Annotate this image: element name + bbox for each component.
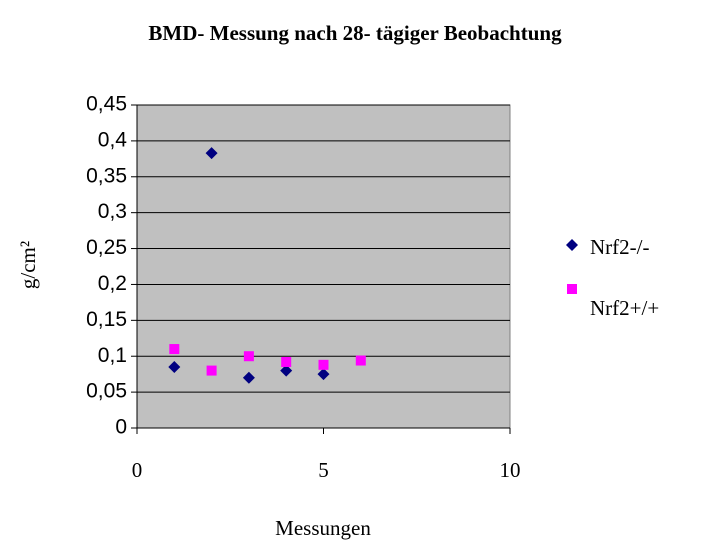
point [242,371,255,384]
y-tick-label: 0,4 [98,128,128,151]
point [205,147,218,160]
y-tick-label: 0,35 [86,164,127,187]
x-axis-label: Messungen [275,516,371,540]
y-tick-label: 0 [115,416,127,439]
y-tick-label: 0,3 [98,200,127,223]
y-tick-label: 0,45 [86,93,127,116]
x-tick-label: 0 [132,458,143,482]
point [317,368,330,381]
point [318,359,329,370]
point [206,365,217,376]
y-axis-label: g/cm² [16,241,40,289]
legend-marker [566,239,578,251]
y-tick-label: 0,1 [98,344,127,367]
chart-title: BMD- Messung nach 28- tägiger Beobachtun… [148,21,562,45]
legend-label: Nrf2+/+ [590,296,659,320]
x-tick-label: 10 [500,458,521,482]
point [243,351,254,362]
y-tick-label: 0,25 [86,236,127,259]
point [280,364,293,377]
point [168,360,181,373]
y-tick-label: 0,2 [98,272,127,295]
y-tick-label: 0,05 [86,380,127,403]
legend-marker [567,284,577,294]
y-tick-label: 0,15 [86,308,127,331]
point [355,355,366,366]
point [281,356,292,367]
point [169,344,180,355]
x-tick-label: 5 [318,458,329,482]
legend-label: Nrf2-/- [590,235,649,259]
